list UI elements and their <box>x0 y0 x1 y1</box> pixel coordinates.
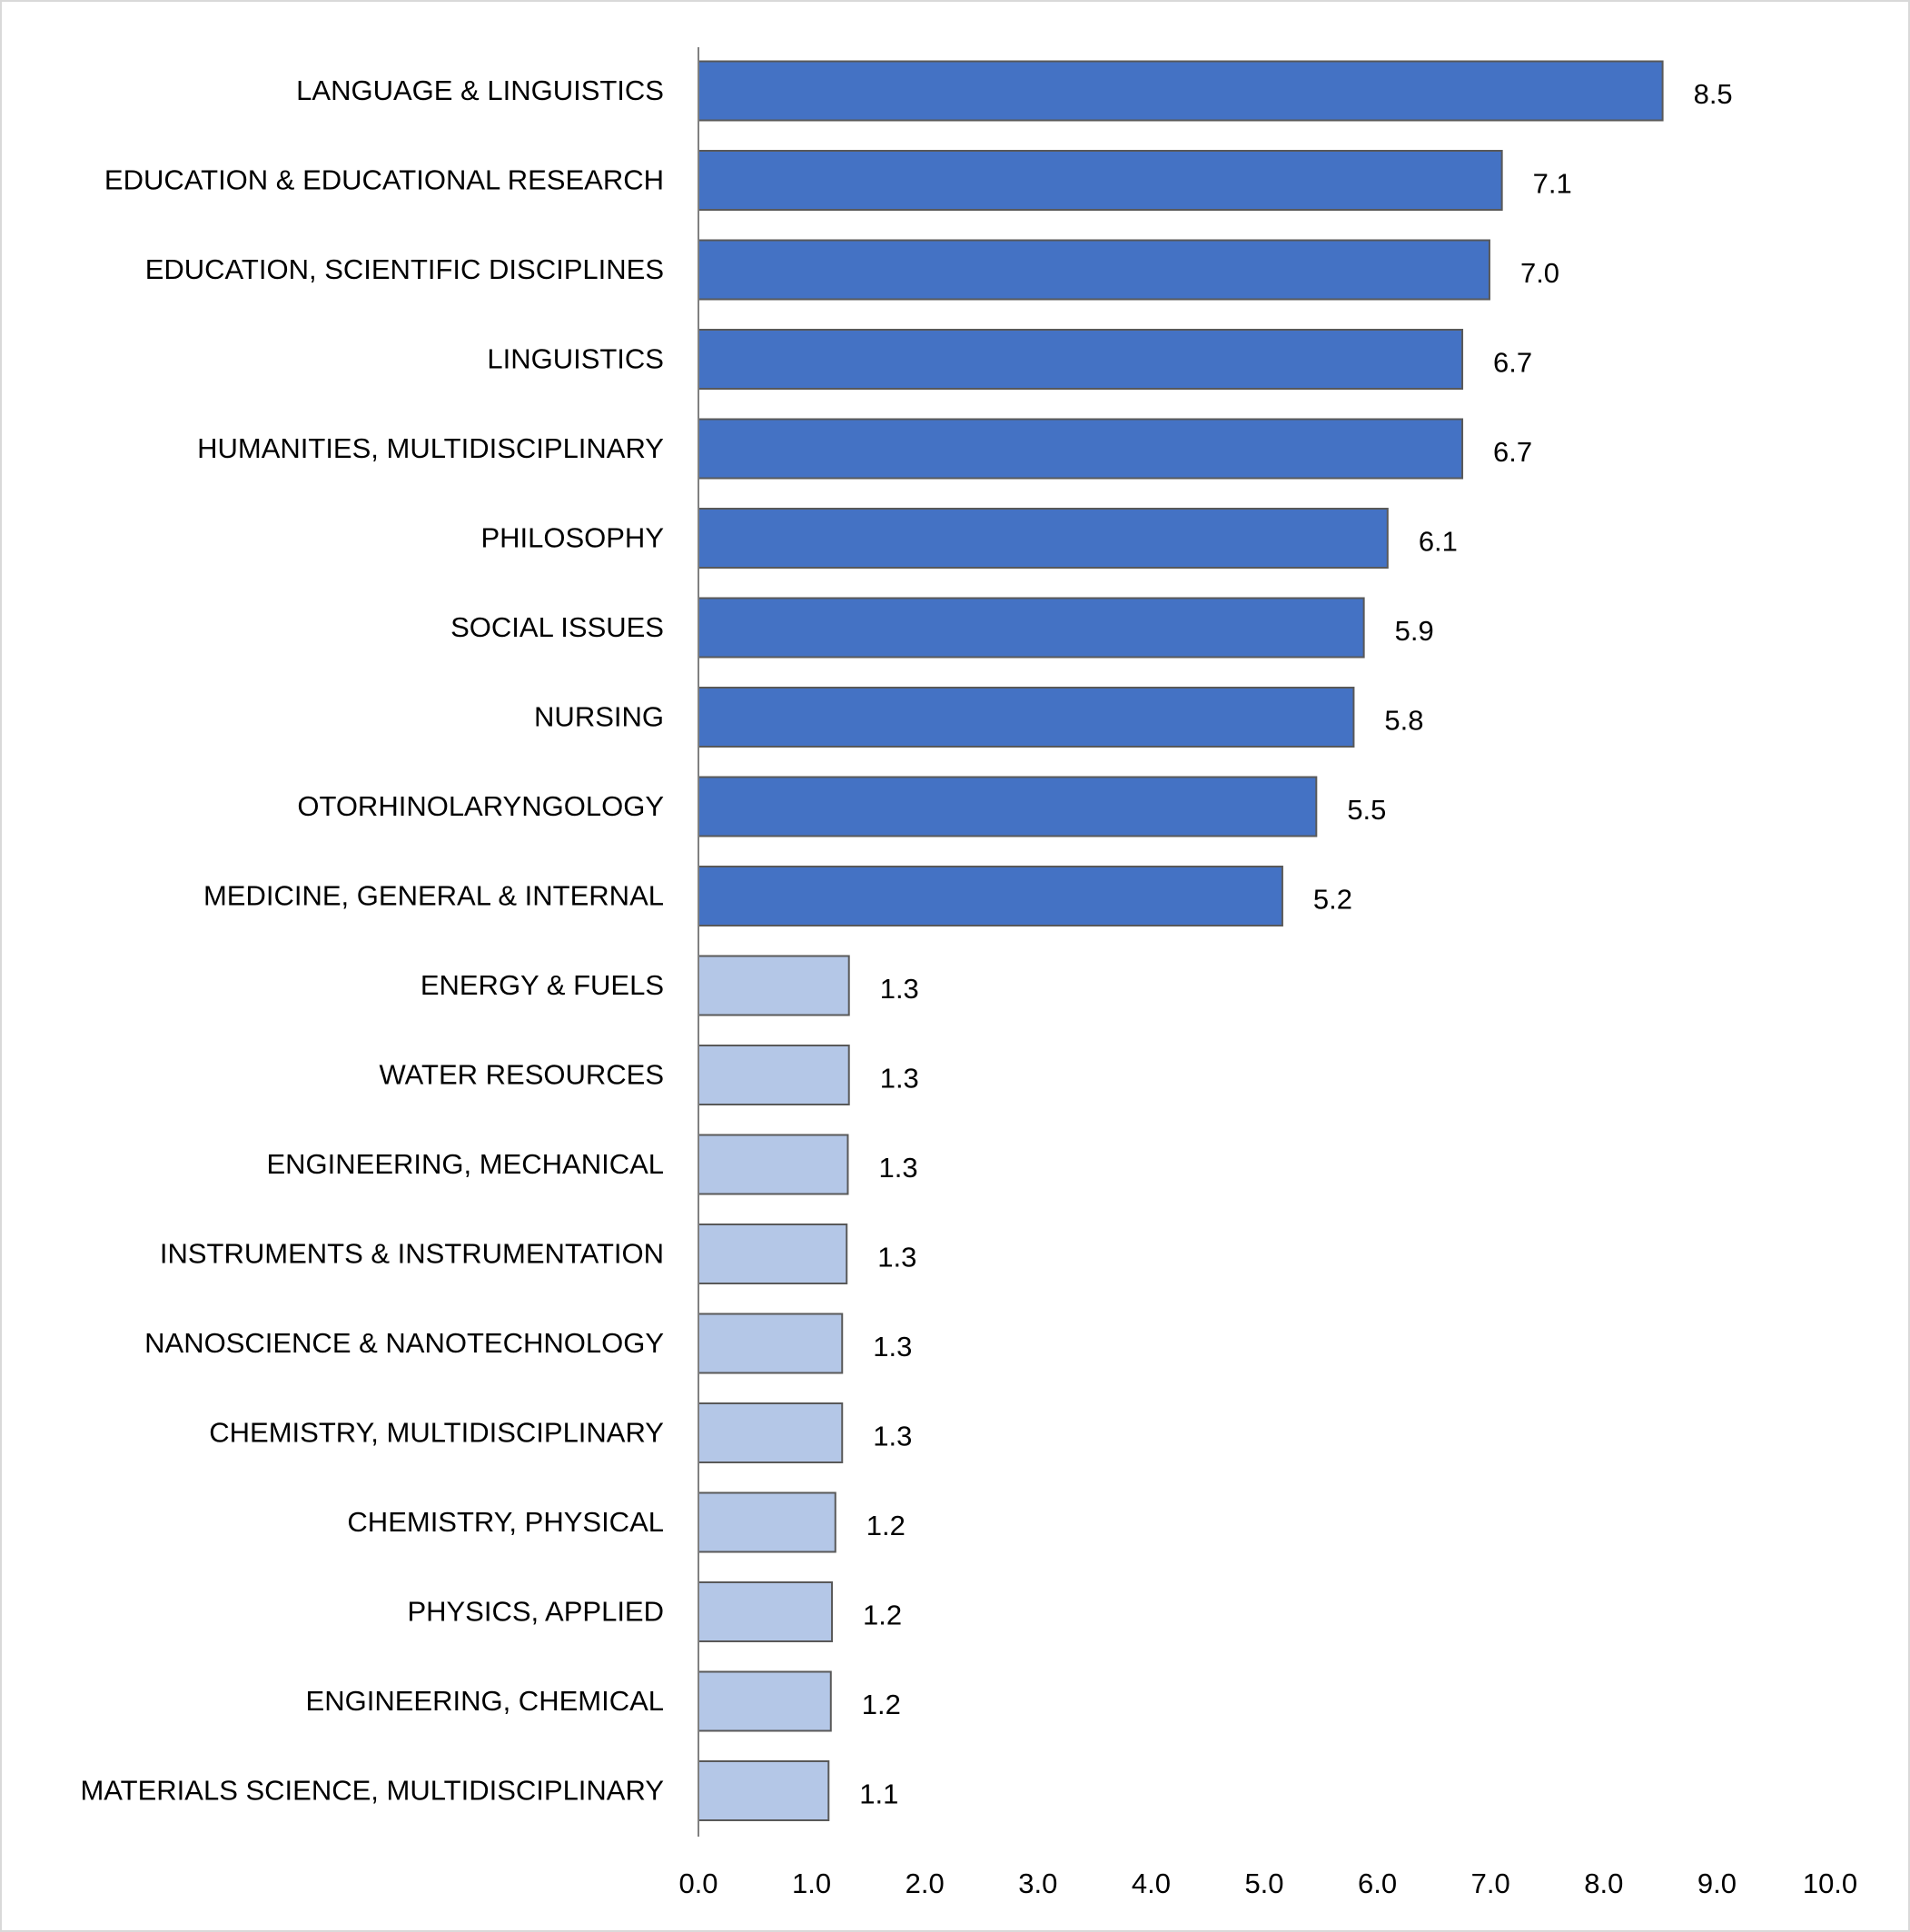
category-label: SOCIAL ISSUES <box>450 611 664 643</box>
category-label: CHEMISTRY, MULTIDISCIPLINARY <box>209 1417 664 1449</box>
x-tick-label: 8.0 <box>1584 1868 1623 1899</box>
data-label: 6.7 <box>1493 436 1532 468</box>
category-label: ENGINEERING, CHEMICAL <box>306 1685 664 1717</box>
x-tick-label: 10.0 <box>1803 1868 1857 1899</box>
bar <box>698 1760 830 1821</box>
category-label: PHILOSOPHY <box>480 522 664 554</box>
data-label: 8.5 <box>1694 78 1733 110</box>
category-label: PHYSICS, APPLIED <box>407 1596 664 1628</box>
bar <box>698 508 1389 569</box>
x-tick-label: 3.0 <box>1018 1868 1057 1899</box>
bar <box>698 866 1283 926</box>
bar <box>698 1402 844 1463</box>
bar <box>698 1134 849 1195</box>
bar <box>698 597 1365 659</box>
bar <box>698 1313 844 1374</box>
bar <box>698 418 1464 480</box>
data-label: 1.2 <box>862 1689 901 1720</box>
bar <box>698 1045 850 1105</box>
data-label: 5.8 <box>1384 705 1423 737</box>
data-label: 5.2 <box>1313 884 1352 916</box>
bar <box>698 687 1355 748</box>
category-label: CHEMISTRY, PHYSICAL <box>347 1506 664 1538</box>
bar <box>698 329 1464 390</box>
bar <box>698 955 850 1016</box>
x-tick-label: 9.0 <box>1697 1868 1737 1899</box>
bar <box>698 150 1503 211</box>
data-label: 1.3 <box>873 1331 912 1362</box>
category-label: OTORHINOLARYNGOLOGY <box>297 790 664 822</box>
category-label: NURSING <box>534 701 664 733</box>
x-tick-label: 1.0 <box>792 1868 831 1899</box>
data-label: 1.2 <box>863 1600 902 1631</box>
data-label: 1.1 <box>859 1778 898 1810</box>
data-label: 1.3 <box>878 1152 917 1184</box>
category-label: MATERIALS SCIENCE, MULTIDISCIPLINARY <box>80 1775 664 1807</box>
bar <box>698 1581 834 1642</box>
data-label: 6.1 <box>1419 526 1458 558</box>
category-label: EDUCATION, SCIENTIFIC DISCIPLINES <box>145 253 664 285</box>
category-label: ENGINEERING, MECHANICAL <box>266 1148 664 1180</box>
data-label: 5.9 <box>1395 615 1434 647</box>
x-tick-label: 4.0 <box>1132 1868 1171 1899</box>
category-label: WATER RESOURCES <box>380 1059 664 1091</box>
data-label: 5.5 <box>1347 794 1386 826</box>
category-label: LANGUAGE & LINGUISTICS <box>296 74 664 106</box>
bar <box>698 1224 848 1284</box>
data-label: 1.3 <box>880 1063 919 1095</box>
data-label: 7.0 <box>1520 257 1559 289</box>
data-label: 7.1 <box>1533 168 1572 200</box>
x-tick-label: 5.0 <box>1244 1868 1283 1899</box>
category-label: MEDICINE, GENERAL & INTERNAL <box>203 880 664 912</box>
category-label: LINGUISTICS <box>487 343 664 375</box>
category-label: HUMANITIES, MULTIDISCIPLINARY <box>197 432 664 464</box>
x-tick-label: 0.0 <box>678 1868 717 1899</box>
x-tick-label: 2.0 <box>906 1868 945 1899</box>
data-label: 6.7 <box>1493 347 1532 379</box>
data-label: 1.3 <box>880 973 919 1005</box>
x-tick-label: 6.0 <box>1358 1868 1397 1899</box>
data-label: 1.3 <box>873 1421 912 1452</box>
category-label: EDUCATION & EDUCATIONAL RESEARCH <box>104 164 664 196</box>
data-label: 1.3 <box>877 1242 916 1273</box>
bar <box>698 239 1490 301</box>
bar <box>698 60 1664 122</box>
bar <box>698 1670 832 1732</box>
category-label: INSTRUMENTS & INSTRUMENTATION <box>160 1238 664 1270</box>
bar <box>698 776 1318 837</box>
bar <box>698 1491 836 1553</box>
category-label: ENERGY & FUELS <box>421 969 664 1001</box>
category-label: NANOSCIENCE & NANOTECHNOLOGY <box>144 1327 664 1359</box>
data-label: 1.2 <box>866 1510 906 1541</box>
x-tick-label: 7.0 <box>1471 1868 1510 1899</box>
